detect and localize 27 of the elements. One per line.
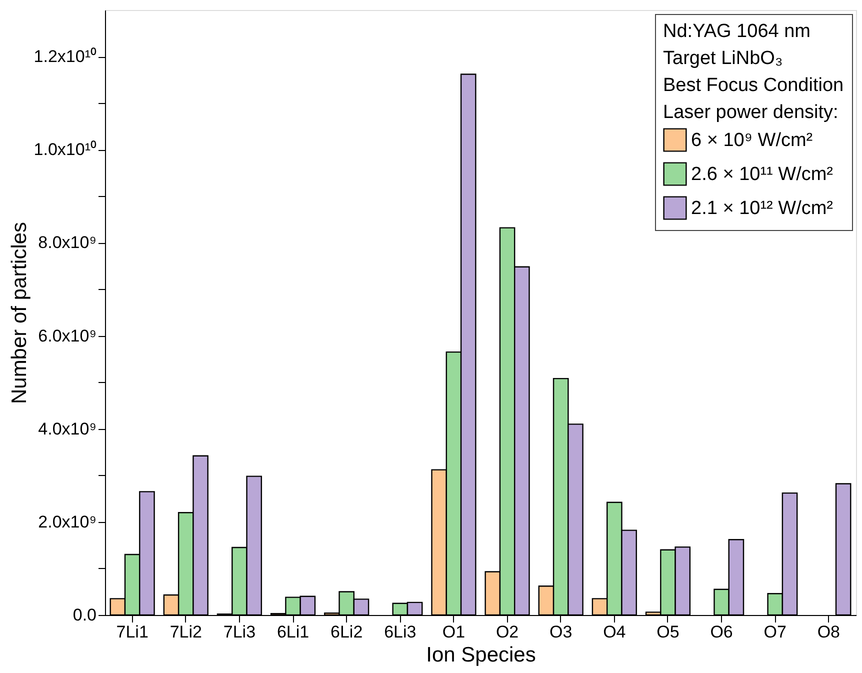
x-tick-label: 7Li2 — [170, 622, 202, 642]
x-tick-label: 6Li1 — [276, 622, 310, 642]
legend-label: 2.6 × 10¹¹ W/cm² — [691, 164, 833, 185]
x-tick-label: 6Li2 — [330, 622, 363, 642]
y-tick-label: 1.0x10¹⁰ — [34, 140, 96, 160]
y-tick-label: 1.2x10¹⁰ — [34, 47, 96, 66]
x-tick-label: 7Li3 — [223, 622, 256, 642]
x-tick-label: 6Li3 — [384, 622, 416, 642]
y-tick-label: 8.0x10⁹ — [38, 233, 96, 252]
x-tick-label: O2 — [496, 622, 519, 642]
x-tick-label: O4 — [603, 622, 626, 642]
x-tick-label: 7Li1 — [116, 622, 148, 642]
x-tick-label: O8 — [817, 622, 840, 642]
legend-title: Nd:YAG 1064 nm Target LiNbO₃ Best Focus Condition Laser power density: — [663, 21, 844, 123]
y-tick-label: 4.0x10⁹ — [38, 419, 96, 438]
x-tick-label: O6 — [710, 622, 733, 642]
y-tick-label: 0.0 — [72, 606, 96, 624]
x-tick-label: O7 — [764, 622, 786, 642]
y-tick-label: 6.0x10⁹ — [38, 326, 96, 346]
y-axis-title: Number of particles — [8, 222, 31, 404]
legend-label: 2.1 × 10¹² W/cm² — [691, 198, 833, 219]
x-tick-label: O5 — [656, 622, 680, 642]
y-tick-label: 2.0x10⁹ — [38, 512, 96, 532]
x-tick-label: O1 — [442, 622, 466, 642]
x-tick-label: O3 — [550, 622, 572, 642]
x-axis-title: Ion Species — [426, 644, 536, 666]
legend-label: 6 × 10⁹ W/cm² — [691, 130, 813, 151]
